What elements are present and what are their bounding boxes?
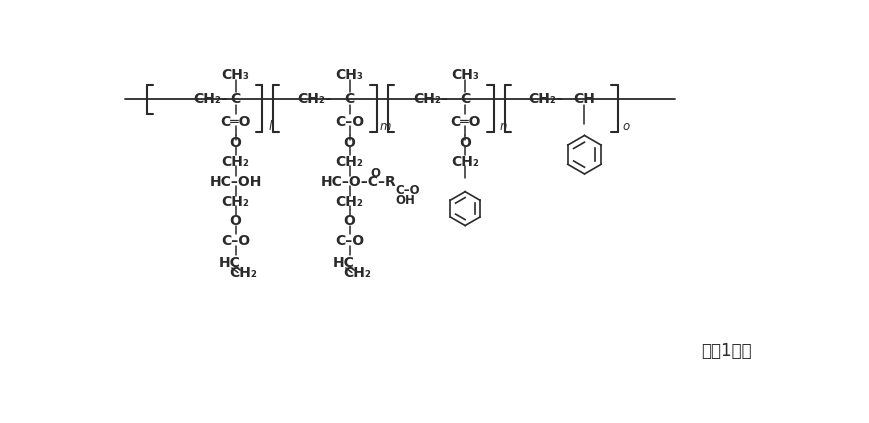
Text: CH: CH bbox=[573, 91, 594, 105]
Text: CH₃: CH₃ bbox=[222, 69, 249, 82]
Text: CH₂–: CH₂– bbox=[194, 91, 229, 105]
Text: CH₂–: CH₂– bbox=[413, 91, 448, 105]
Text: OH: OH bbox=[395, 195, 415, 207]
Text: C═O: C═O bbox=[449, 115, 480, 129]
Text: HC: HC bbox=[218, 255, 240, 269]
Text: O: O bbox=[459, 136, 470, 150]
Text: CH₂: CH₂ bbox=[222, 155, 249, 169]
Text: O: O bbox=[343, 136, 355, 150]
Text: CH₂: CH₂ bbox=[451, 155, 479, 169]
Text: m: m bbox=[379, 120, 390, 133]
Text: CH₂: CH₂ bbox=[229, 266, 257, 280]
Text: CH₂–: CH₂– bbox=[528, 91, 563, 105]
Text: C═O: C═O bbox=[220, 115, 250, 129]
Text: C–O: C–O bbox=[335, 234, 364, 248]
Text: C–O: C–O bbox=[221, 234, 250, 248]
Text: CH₃: CH₃ bbox=[335, 69, 363, 82]
Text: l: l bbox=[269, 120, 272, 133]
Text: CH₂: CH₂ bbox=[222, 195, 249, 209]
Text: O: O bbox=[229, 214, 242, 228]
Text: o: o bbox=[621, 120, 629, 133]
Text: CH₂–: CH₂– bbox=[297, 91, 332, 105]
Text: 式（1）；: 式（1）； bbox=[700, 342, 752, 360]
Text: CH₃: CH₃ bbox=[451, 69, 479, 82]
Text: CH₂: CH₂ bbox=[343, 266, 371, 280]
Text: C: C bbox=[230, 91, 241, 105]
Text: O: O bbox=[343, 214, 355, 228]
Text: C: C bbox=[460, 91, 470, 105]
Text: HC–OH: HC–OH bbox=[209, 175, 262, 189]
Text: O: O bbox=[229, 136, 242, 150]
Text: O: O bbox=[369, 168, 380, 181]
Text: C–O: C–O bbox=[335, 115, 364, 129]
Text: n: n bbox=[499, 120, 506, 133]
Text: C–O: C–O bbox=[395, 184, 420, 198]
Text: CH₂: CH₂ bbox=[335, 155, 363, 169]
Text: C: C bbox=[344, 91, 355, 105]
Text: HC: HC bbox=[332, 255, 354, 269]
Text: HC–O–C–R: HC–O–C–R bbox=[321, 175, 396, 189]
Text: CH₂: CH₂ bbox=[335, 195, 363, 209]
